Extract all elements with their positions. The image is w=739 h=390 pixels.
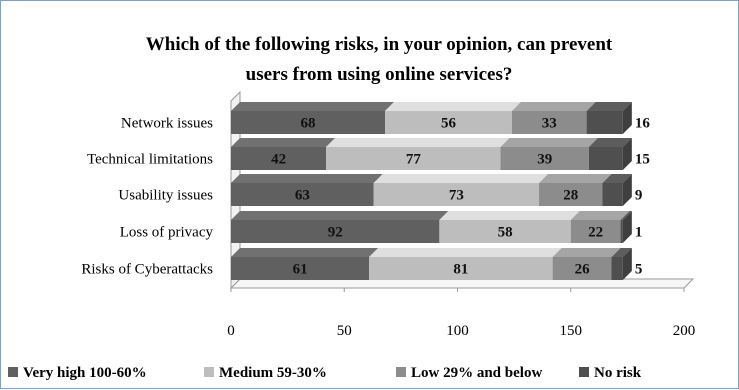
data-label: 1 bbox=[635, 225, 643, 241]
legend-swatch bbox=[204, 367, 214, 377]
bar-segment bbox=[231, 257, 370, 280]
chart-title-line-2: users from using online services? bbox=[246, 64, 513, 85]
bar-segment bbox=[511, 111, 587, 134]
bar-segment-top bbox=[602, 174, 632, 183]
bar-segment-top bbox=[570, 211, 630, 220]
data-label: 58 bbox=[498, 225, 513, 241]
bar-segment bbox=[231, 220, 440, 243]
bar-segment-top bbox=[231, 138, 336, 147]
plot-area: 0 50 100 150 200 Network issues 68 56 33 16 Techni… bbox=[81, 90, 696, 339]
x-tick-label: 200 bbox=[673, 323, 696, 339]
bar-segment-top bbox=[369, 248, 562, 257]
legend-swatch bbox=[579, 367, 589, 377]
data-label: 61 bbox=[293, 262, 308, 278]
bar-segment-top bbox=[231, 211, 449, 220]
bar-segment-top bbox=[231, 248, 379, 257]
legend-swatch bbox=[396, 367, 406, 377]
data-label: 81 bbox=[453, 262, 468, 278]
data-label: 5 bbox=[635, 262, 643, 278]
legend-label: No risk bbox=[594, 365, 642, 381]
bar-segment bbox=[231, 183, 374, 206]
bar-segment-side bbox=[622, 174, 632, 206]
x-tick-label: 150 bbox=[560, 323, 583, 339]
data-label: 77 bbox=[406, 152, 422, 168]
bar-segment-top bbox=[373, 174, 549, 183]
legend-swatch bbox=[8, 367, 18, 377]
x-tick-label: 0 bbox=[227, 323, 235, 339]
category-label: Risks of Cyberattacks bbox=[81, 262, 213, 278]
bar-segment bbox=[369, 257, 553, 280]
bar-segment-top bbox=[326, 138, 510, 147]
bar-segment-top bbox=[231, 174, 383, 183]
bar-segment-top bbox=[620, 211, 632, 220]
data-label: 9 bbox=[635, 188, 643, 204]
data-label: 22 bbox=[588, 225, 603, 241]
chart-floor bbox=[229, 278, 695, 289]
data-label: 16 bbox=[635, 116, 651, 132]
bar-segment bbox=[620, 220, 623, 243]
bar-segment-top bbox=[552, 248, 621, 257]
bar-segment bbox=[231, 147, 327, 170]
data-label: 15 bbox=[635, 152, 650, 168]
bar-segment bbox=[439, 220, 571, 243]
bar-segment-side bbox=[622, 102, 632, 134]
bar-segment-side bbox=[622, 248, 632, 280]
bar-segment bbox=[602, 183, 623, 206]
data-label: 33 bbox=[542, 116, 557, 132]
x-tick-label: 50 bbox=[337, 323, 352, 339]
data-label: 73 bbox=[449, 188, 464, 204]
data-label: 28 bbox=[563, 188, 578, 204]
bar-segment-top bbox=[511, 102, 596, 111]
bar-segment-side bbox=[622, 211, 632, 243]
bar-segment bbox=[586, 111, 623, 134]
data-label: 26 bbox=[575, 262, 591, 278]
category-label: Loss of privacy bbox=[120, 225, 214, 241]
legend: Very high 100-60% Medium 59-30% Low 29% an… bbox=[8, 365, 642, 381]
data-label: 39 bbox=[537, 152, 552, 168]
bar-segment bbox=[611, 257, 623, 280]
category-label: Usability issues bbox=[118, 188, 213, 204]
bar-segment-top bbox=[231, 102, 395, 111]
bar-segment-top bbox=[439, 211, 580, 220]
data-label: 68 bbox=[301, 116, 316, 132]
bar-segment bbox=[385, 111, 512, 134]
bar-segment bbox=[539, 183, 603, 206]
bar-segment bbox=[588, 147, 623, 170]
bar-segment bbox=[552, 257, 612, 280]
data-label: 56 bbox=[441, 116, 457, 132]
category-label: Technical limitations bbox=[87, 152, 213, 168]
bar-segment bbox=[373, 183, 540, 206]
chart-title-line-1: Which of the following risks, in your op… bbox=[146, 34, 613, 55]
data-label: 42 bbox=[271, 152, 286, 168]
legend-label: Medium 59-30% bbox=[219, 365, 327, 381]
bar-segment-side bbox=[622, 138, 632, 170]
bar-segment-top bbox=[611, 248, 632, 257]
bar-segment bbox=[326, 147, 501, 170]
x-tick-label: 100 bbox=[446, 323, 469, 339]
legend-label: Low 29% and below bbox=[411, 365, 542, 381]
bar-segment-top bbox=[385, 102, 521, 111]
data-label: 92 bbox=[328, 225, 343, 241]
bar-segment bbox=[231, 111, 386, 134]
data-label: 63 bbox=[295, 188, 310, 204]
bar-segment-top bbox=[539, 174, 612, 183]
bar-segment-top bbox=[588, 138, 632, 147]
bar-segment bbox=[570, 220, 621, 243]
bar-segment-top bbox=[586, 102, 632, 111]
bar-segment bbox=[500, 147, 589, 170]
bar-segment-top bbox=[500, 138, 598, 147]
legend-label: Very high 100-60% bbox=[23, 365, 147, 381]
category-label: Network issues bbox=[121, 116, 213, 132]
